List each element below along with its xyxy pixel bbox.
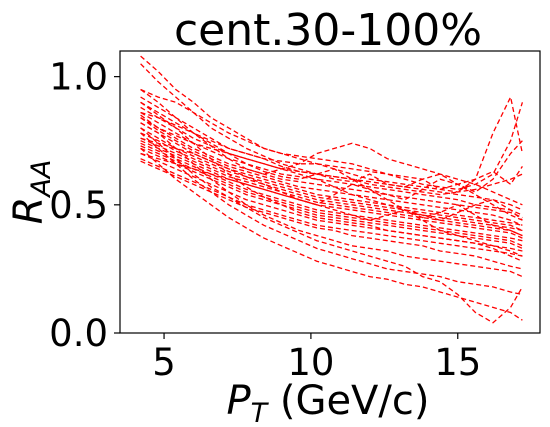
x-axis: 5 10 15 <box>152 333 481 384</box>
series-line-26 <box>140 88 523 206</box>
series-line-21 <box>140 101 523 262</box>
series-line-28 <box>140 137 523 237</box>
series-line-11 <box>140 127 523 232</box>
series-line-17 <box>140 147 523 249</box>
x-axis-label: PT (GeV/c) <box>227 378 430 427</box>
y-axis-label: RAA <box>6 160 57 225</box>
series-line-13 <box>140 137 523 237</box>
series-line-2 <box>140 63 523 193</box>
series-line-1 <box>140 55 523 193</box>
y-axis: 0.0 0.5 1.0 <box>49 56 120 355</box>
chart-title: cent.30-100% <box>174 5 482 56</box>
series-line-7 <box>140 111 523 216</box>
series-line-29 <box>140 152 523 257</box>
y-axis-label-main: R <box>6 197 52 225</box>
series-line-15 <box>140 142 523 242</box>
series-line-24 <box>140 147 523 321</box>
series-line-22 <box>140 122 523 278</box>
series-line-19 <box>140 158 523 257</box>
series-line-20 <box>140 160 523 270</box>
series-line-27 <box>140 111 523 221</box>
x-axis-label-main: P <box>227 378 252 424</box>
y-tick-label: 1.0 <box>49 56 108 99</box>
series-line-16 <box>140 145 523 247</box>
series-line-12 <box>140 132 523 232</box>
series-line-14 <box>140 140 523 239</box>
series-line-4 <box>140 96 524 191</box>
x-tick-label: 15 <box>434 341 481 384</box>
series-line-9 <box>140 117 523 226</box>
y-tick-label: 0.0 <box>49 312 108 355</box>
x-tick-label: 5 <box>152 341 176 384</box>
y-tick-label: 0.5 <box>49 184 108 227</box>
x-axis-label-rest: (GeV/c) <box>267 378 429 424</box>
x-tick-label: 10 <box>287 341 334 384</box>
series-line-3 <box>140 88 523 186</box>
plot-area <box>119 50 541 334</box>
series-line-25 <box>140 127 523 324</box>
y-axis-label-sub: AA <box>26 160 57 199</box>
series-group <box>140 55 524 324</box>
series-line-23 <box>140 132 523 296</box>
x-axis-label-sub: T <box>251 398 270 427</box>
plot-frame <box>119 50 541 334</box>
series-line-6 <box>140 106 523 211</box>
